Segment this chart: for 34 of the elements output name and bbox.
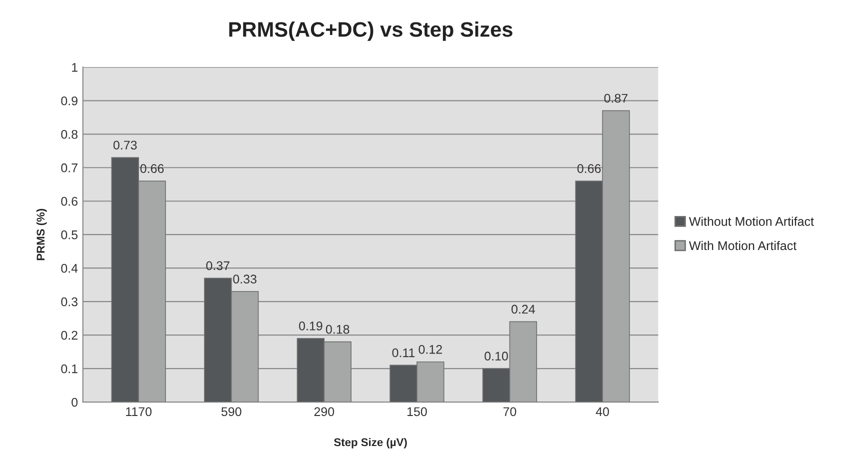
y-tick-label: 0.2 <box>61 330 78 340</box>
y-tick-label: 0 <box>72 398 78 407</box>
data-label: 0.12 <box>418 344 442 354</box>
y-tick-label: 0.7 <box>61 163 78 172</box>
data-label: 0.18 <box>326 324 350 334</box>
data-label: 0.66 <box>577 164 601 173</box>
y-tick-label: 0.9 <box>61 96 78 106</box>
data-label: 0.87 <box>604 94 628 103</box>
y-tick-label: 0.1 <box>61 364 78 374</box>
x-axis-title: Step Size (µV) <box>334 438 407 448</box>
legend-label: With Motion Artifact <box>688 240 797 250</box>
data-label: 0.11 <box>392 348 415 358</box>
data-label: 0.33 <box>233 274 256 284</box>
x-tick-label: 1170 <box>126 407 152 416</box>
x-tick-label: 290 <box>314 407 334 416</box>
x-tick-label: 150 <box>407 407 427 416</box>
data-label: 0.10 <box>484 352 508 361</box>
y-tick-label: 0.4 <box>61 264 78 273</box>
y-tick-label: 1 <box>72 63 78 72</box>
y-tick-label: 0.5 <box>61 230 78 240</box>
data-label: 0.66 <box>140 164 164 173</box>
data-label: 0.37 <box>206 261 230 270</box>
x-tick-label: 40 <box>596 407 609 416</box>
data-label: 0.24 <box>512 304 535 314</box>
x-tick-label: 70 <box>503 407 516 416</box>
chart-title: PRMS(AC+DC) vs Step Sizes <box>229 22 512 41</box>
data-label: 0.73 <box>113 140 137 150</box>
y-tick-label: 0.3 <box>61 297 78 306</box>
x-tick-label: 590 <box>221 407 242 416</box>
data-label: 0.19 <box>299 322 322 330</box>
y-axis-title: PRMS (%) <box>36 208 47 260</box>
y-tick-label: 0.6 <box>61 196 78 206</box>
y-tick-label: 0.8 <box>61 130 78 139</box>
legend-label: Without Motion Artifact <box>688 216 814 226</box>
